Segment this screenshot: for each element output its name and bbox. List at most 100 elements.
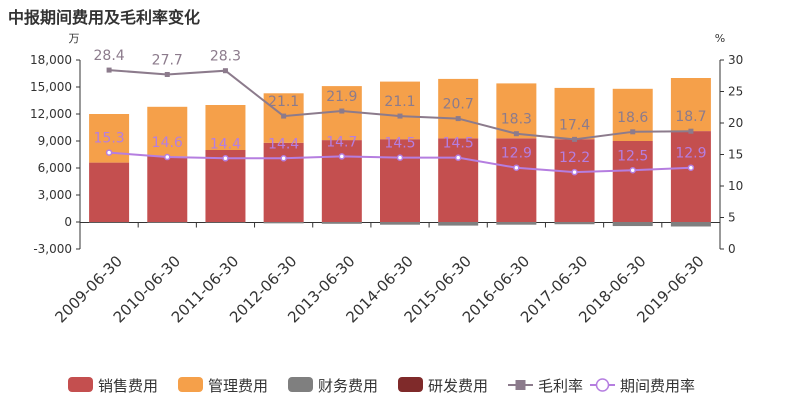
left-tick-label: 15,000 bbox=[30, 80, 72, 94]
bar-管理费用 bbox=[496, 83, 537, 139]
point-毛利率 bbox=[106, 67, 112, 73]
bars bbox=[89, 78, 711, 227]
data-label-期间费用率: 14.4 bbox=[268, 136, 299, 152]
bar-销售费用 bbox=[147, 156, 188, 222]
data-label-期间费用率: 15.3 bbox=[94, 131, 125, 147]
right-unit-label: % bbox=[715, 32, 725, 45]
data-label-期间费用率: 14.6 bbox=[152, 135, 183, 151]
legend-swatch-销售费用 bbox=[68, 377, 93, 392]
data-label-期间费用率: 12.5 bbox=[617, 148, 648, 164]
point-毛利率 bbox=[222, 68, 228, 74]
bar-销售费用 bbox=[670, 131, 711, 222]
left-tick-label: 18,000 bbox=[30, 53, 72, 67]
point-毛利率 bbox=[572, 136, 578, 142]
data-label-期间费用率: 14.5 bbox=[443, 136, 474, 152]
legend-marker-期间费用率 bbox=[595, 378, 610, 392]
point-期间费用率 bbox=[164, 153, 171, 161]
data-label-期间费用率: 12.2 bbox=[559, 150, 590, 166]
bar-销售费用 bbox=[205, 150, 246, 222]
right-tick-label: 10 bbox=[728, 179, 743, 193]
bar-销售费用 bbox=[263, 142, 304, 222]
point-期间费用率 bbox=[571, 168, 578, 176]
data-label-期间费用率: 12.9 bbox=[501, 146, 532, 162]
data-label-毛利率: 20.7 bbox=[443, 97, 474, 113]
bar-财务费用 bbox=[380, 222, 420, 225]
bar-财务费用 bbox=[321, 222, 362, 224]
point-期间费用率 bbox=[280, 155, 287, 162]
bar-管理费用 bbox=[380, 81, 420, 140]
lines bbox=[105, 67, 695, 176]
bar-销售费用 bbox=[438, 138, 479, 222]
data-label-毛利率: 28.4 bbox=[94, 48, 125, 64]
legend-label-管理费用: 管理费用 bbox=[208, 377, 268, 395]
legend-swatch-管理费用 bbox=[178, 377, 203, 392]
left-tick-label: -3,000 bbox=[33, 242, 72, 256]
point-期间费用率 bbox=[105, 149, 113, 156]
bar-销售费用 bbox=[554, 139, 595, 222]
point-期间费用率 bbox=[687, 164, 695, 171]
point-期间费用率 bbox=[629, 167, 636, 174]
left-tick-label: 6,000 bbox=[38, 161, 72, 175]
bar-管理费用 bbox=[554, 87, 595, 140]
legend-swatch-财务费用 bbox=[288, 377, 313, 392]
left-tick-label: 3,000 bbox=[38, 188, 72, 202]
point-毛利率 bbox=[397, 113, 403, 119]
right-tick-label: 5 bbox=[728, 211, 736, 225]
data-label-毛利率: 18.3 bbox=[501, 112, 532, 128]
bar-销售费用 bbox=[380, 139, 420, 222]
bar-财务费用 bbox=[205, 222, 246, 223]
bar-销售费用 bbox=[612, 141, 653, 222]
bar-财务费用 bbox=[554, 222, 595, 225]
legend-label-期间费用率: 期间费用率 bbox=[620, 377, 695, 395]
point-毛利率 bbox=[164, 71, 170, 77]
point-毛利率 bbox=[339, 108, 345, 114]
left-tick-label: 0 bbox=[64, 215, 72, 229]
point-毛利率 bbox=[630, 129, 636, 135]
bar-管理费用 bbox=[438, 78, 479, 139]
point-期间费用率 bbox=[454, 154, 462, 161]
bar-管理费用 bbox=[147, 106, 188, 157]
point-期间费用率 bbox=[513, 164, 520, 171]
data-label-毛利率: 27.7 bbox=[152, 52, 183, 68]
data-label-期间费用率: 14.5 bbox=[384, 136, 415, 152]
bar-管理费用 bbox=[205, 105, 246, 150]
data-label-毛利率: 21.1 bbox=[384, 94, 415, 110]
bar-财务费用 bbox=[438, 222, 479, 226]
data-labels: 28.4 27.7 28.3 21.1 21.9 21.1 20.7 18.3 17.4 18.6… bbox=[94, 48, 707, 166]
bar-财务费用 bbox=[147, 222, 188, 223]
legend-marker-毛利率 bbox=[515, 380, 526, 390]
data-label-毛利率: 28.3 bbox=[210, 49, 241, 65]
legend-label-财务费用: 财务费用 bbox=[318, 377, 378, 395]
point-毛利率 bbox=[455, 116, 461, 122]
right-tick-label: 0 bbox=[728, 242, 736, 256]
left-tick-label: 9,000 bbox=[38, 134, 72, 148]
data-label-毛利率: 18.7 bbox=[675, 109, 706, 125]
data-label-期间费用率: 14.4 bbox=[210, 136, 241, 152]
data-label-毛利率: 17.4 bbox=[559, 117, 590, 133]
point-期间费用率 bbox=[396, 154, 404, 161]
right-tick-label: 15 bbox=[728, 148, 743, 162]
legend-label-销售费用: 销售费用 bbox=[98, 377, 158, 395]
point-期间费用率 bbox=[338, 153, 346, 160]
point-毛利率 bbox=[281, 113, 287, 119]
legend-label-研发费用: 研发费用 bbox=[428, 377, 488, 395]
legend-swatch-研发费用 bbox=[398, 377, 423, 392]
bar-财务费用 bbox=[89, 222, 130, 223]
bar-财务费用 bbox=[263, 222, 304, 224]
data-label-毛利率: 21.1 bbox=[268, 94, 299, 110]
point-期间费用率 bbox=[222, 155, 229, 162]
data-label-期间费用率: 12.9 bbox=[675, 146, 706, 162]
bar-销售费用 bbox=[321, 140, 362, 222]
right-tick-label: 30 bbox=[728, 53, 743, 67]
bar-管理费用 bbox=[670, 78, 711, 132]
right-tick-label: 20 bbox=[728, 116, 743, 130]
data-label-毛利率: 21.9 bbox=[326, 89, 357, 105]
bar-财务费用 bbox=[670, 222, 711, 227]
legend-label-毛利率: 毛利率 bbox=[538, 377, 583, 395]
left-unit-label: 万 bbox=[69, 32, 80, 45]
bar-销售费用 bbox=[89, 162, 130, 222]
right-tick-label: 25 bbox=[728, 85, 743, 99]
chart-title: 中报期间费用及毛利率变化 bbox=[8, 8, 201, 27]
data-label-期间费用率: 14.7 bbox=[326, 134, 357, 150]
